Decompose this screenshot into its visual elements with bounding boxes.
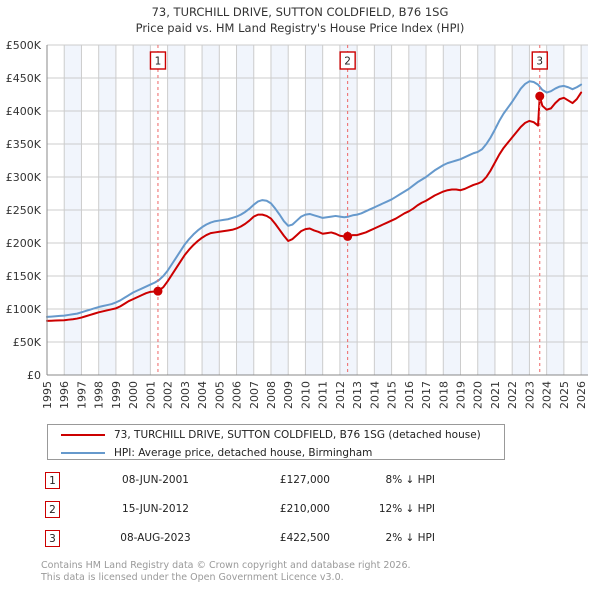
marker-box-1[interactable]: [149, 51, 167, 70]
table-row: 2 15-JUN-2012 £210,000 12% ↓ HPI: [40, 499, 460, 528]
sale-marker-dot-2[interactable]: [343, 231, 353, 241]
y-axis-tick-label: £500K: [6, 39, 42, 52]
transaction-date-3: 08-AUG-2023: [120, 532, 191, 544]
footer-line-1: Contains HM Land Registry data © Crown c…: [41, 560, 411, 571]
x-axis-tick-label: 2013: [351, 381, 364, 409]
sale-marker-dot-1[interactable]: [153, 286, 163, 296]
x-axis-tick-label: 1996: [58, 381, 71, 409]
marker-label-3: 3: [536, 56, 543, 68]
y-axis-tick-label: £50K: [13, 336, 42, 349]
transaction-badge-1: 1: [45, 472, 60, 489]
x-axis-tick-label: 2026: [575, 381, 588, 409]
x-axis-tick-label: 2019: [455, 381, 468, 409]
y-axis-tick-label: £100K: [6, 303, 42, 316]
legend-label-hpi: HPI: Average price, detached house, Birm…: [114, 446, 373, 459]
x-axis-tick-label: 1998: [93, 381, 106, 409]
x-axis-tick-label: 2007: [248, 381, 261, 409]
x-axis-tick-label: 2016: [403, 381, 416, 409]
legend-item-property: 73, TURCHILL DRIVE, SUTTON COLDFIELD, B7…: [48, 426, 504, 443]
legend-swatch-property: [61, 433, 105, 436]
y-axis-tick-label: £400K: [6, 105, 42, 118]
x-axis-tick-label: 2020: [472, 381, 485, 409]
x-axis-tick-label: 2022: [506, 381, 519, 409]
table-row: 1 08-JUN-2001 £127,000 8% ↓ HPI: [40, 470, 460, 499]
y-axis-tick-label: £450K: [6, 72, 42, 85]
x-axis-tick-label: 2008: [265, 381, 278, 409]
chart-legend: 73, TURCHILL DRIVE, SUTTON COLDFIELD, B7…: [47, 424, 505, 460]
x-axis-tick-label: 1997: [75, 381, 88, 409]
property-price-line: [46, 91, 583, 322]
x-axis-tick-label: 2004: [196, 381, 209, 409]
transaction-price-2: £210,000: [279, 503, 330, 515]
transaction-hpi-delta-3: 2% ↓ HPI: [385, 532, 435, 544]
hpi-average-line: [46, 80, 583, 318]
marker-label-1: 1: [155, 56, 162, 68]
transaction-badge-2: 2: [45, 501, 60, 518]
y-axis-tick-label: £350K: [6, 138, 42, 151]
x-axis-tick-label: 2023: [523, 381, 536, 409]
x-axis-tick-label: 2011: [317, 381, 330, 409]
x-axis-tick-label: 2000: [127, 381, 140, 409]
transaction-badge-3: 3: [45, 530, 60, 547]
transaction-hpi-delta-2: 12% ↓ HPI: [378, 503, 435, 515]
x-axis-tick-label: 2025: [558, 381, 571, 409]
x-axis-tick-label: 2010: [299, 381, 312, 409]
x-axis-tick-label: 2005: [213, 381, 226, 409]
y-axis-tick-label: £0: [27, 369, 41, 382]
x-axis-tick-label: 1995: [41, 381, 54, 409]
x-axis-tick-label: 1999: [110, 381, 123, 409]
price-history-chart: £0 £50K £100K £150K £200K £250K £300K £350K £400…: [6, 39, 588, 409]
marker-box-2[interactable]: [339, 51, 356, 70]
transaction-hpi-delta-1: 8% ↓ HPI: [385, 474, 435, 486]
footer-attribution: Contains HM Land Registry data © Crown c…: [41, 560, 581, 583]
x-axis-tick-label: 2003: [179, 381, 192, 409]
y-axis-tick-label: £150K: [6, 270, 42, 283]
marker-label-2: 2: [344, 56, 351, 68]
x-axis-tick-label: 2021: [489, 381, 502, 409]
table-row: 3 08-AUG-2023 £422,500 2% ↓ HPI: [40, 528, 460, 557]
legend-swatch-hpi: [61, 451, 105, 454]
transaction-date-1: 08-JUN-2001: [122, 474, 189, 486]
transaction-price-1: £127,000: [279, 474, 330, 486]
y-axis-tick-label: £250K: [6, 204, 42, 217]
x-axis-tick-label: 2015: [386, 381, 399, 409]
title-line-2: Price paid vs. HM Land Registry's House …: [135, 21, 465, 35]
x-axis-tick-label: 2009: [282, 381, 295, 409]
title-line-1: 73, TURCHILL DRIVE, SUTTON COLDFIELD, B7…: [151, 5, 449, 19]
sale-marker-dot-3[interactable]: [535, 91, 545, 101]
marker-box-3[interactable]: [531, 51, 548, 70]
x-axis-tick-label: 2017: [420, 381, 433, 409]
x-axis-tick-label: 2012: [334, 381, 347, 409]
footer-line-2: This data is licensed under the Open Gov…: [41, 571, 344, 583]
x-axis-tick-label: 2014: [368, 381, 381, 409]
legend-item-hpi: HPI: Average price, detached house, Birm…: [48, 444, 504, 461]
transaction-date-2: 15-JUN-2012: [122, 503, 189, 515]
y-axis-tick-label: £200K: [6, 237, 42, 250]
x-axis-tick-label: 2006: [231, 381, 244, 409]
x-axis-tick-label: 2001: [144, 381, 157, 409]
x-axis-tick-label: 2018: [437, 381, 450, 409]
transaction-price-3: £422,500: [279, 532, 330, 544]
x-axis-tick-label: 2002: [162, 381, 175, 409]
transactions-table: 1 08-JUN-2001 £127,000 8% ↓ HPI 2 15-JUN…: [40, 470, 460, 557]
y-axis-tick-label: £300K: [6, 171, 42, 184]
page-title: 73, TURCHILL DRIVE, SUTTON COLDFIELD, B7…: [0, 4, 600, 36]
legend-label-property: 73, TURCHILL DRIVE, SUTTON COLDFIELD, B7…: [114, 428, 481, 441]
x-axis-tick-label: 2024: [541, 381, 554, 409]
